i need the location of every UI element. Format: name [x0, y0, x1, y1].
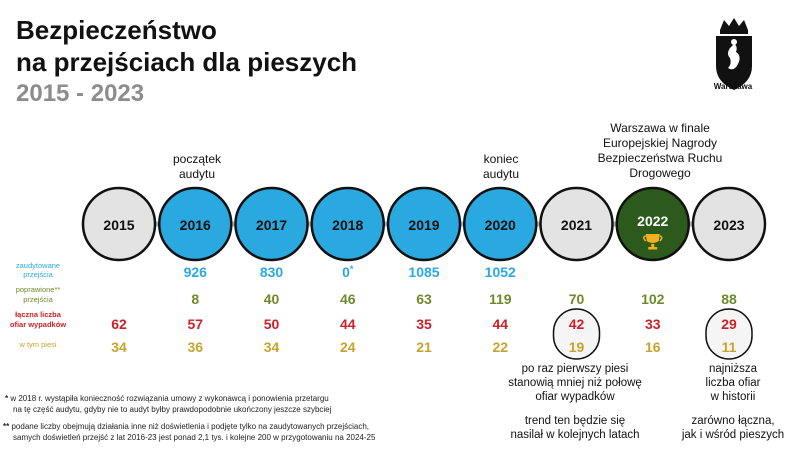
value-w-tym-piesi-2022: 16	[645, 339, 661, 355]
value-laczna-liczba-ofiar-wypadkow-2015: 62	[111, 316, 127, 332]
value-laczna-liczba-ofiar-wypadkow-2019: 35	[416, 316, 432, 332]
year-circle-2023	[691, 186, 767, 262]
annotation-2023-line-5: jak i wśród pieszych	[681, 429, 785, 441]
year-label-2017: 2017	[256, 217, 287, 233]
value-laczna-liczba-ofiar-wypadkow-2023: 29	[721, 316, 737, 332]
footnote-2-line-2: samych doświetleń przejść z lat 2016-23 …	[13, 432, 376, 442]
row-label-w-tym-piesi-0: w tym piesi	[18, 340, 56, 349]
year-label-2022: 2022	[637, 213, 668, 229]
footnote-2: ** podane liczby obejmują działania inne…	[3, 422, 375, 443]
footnote-1-line-2: na tę część audytu, gdyby nie to audyt b…	[13, 404, 332, 414]
year-circle-2019	[386, 186, 462, 262]
value-poprawione-przejscia-2018: 46	[340, 291, 356, 307]
annotation-2023: najniższa liczba ofiar w historii zarówn…	[670, 362, 796, 442]
year-circle-2016	[158, 186, 233, 262]
annotation-2021-line-4: trend ten będzie się	[524, 415, 626, 427]
logo-label: Warszawa	[713, 82, 753, 91]
value-poprawione-przejscia-2019: 63	[416, 291, 432, 307]
title-line-2: na przejściach dla pieszych	[16, 47, 358, 77]
annotation-2023-line-3: w historii	[710, 391, 756, 403]
value-poprawione-przejscia-2017: 40	[264, 291, 280, 307]
annotation-2021-line-3: ofiar wypadków	[535, 391, 615, 403]
value-poprawione-przejscia-2022: 102	[641, 291, 665, 307]
year-label-2023: 2023	[713, 217, 744, 233]
trophy-icon	[643, 234, 663, 250]
value-w-tym-piesi-2021: 19	[569, 339, 585, 355]
value-zaudytowane-przejscia-2017: 830	[260, 264, 284, 280]
note-finale: Warszawa w finale Europejskiej Nagrody B…	[597, 121, 723, 180]
value-zaudytowane-przejscia-2019: 1085	[408, 264, 439, 280]
row-label-poprawione-przejscia-1: przejścia	[23, 295, 53, 304]
year-circle-2020	[463, 186, 538, 262]
value-laczna-liczba-ofiar-wypadkow-2022: 33	[645, 316, 661, 332]
note-audit-end: koniec audytu	[482, 152, 520, 181]
value-laczna-liczba-ofiar-wypadkow-2017: 50	[264, 316, 280, 332]
row-label-laczna-liczba-ofiar-wypadkow-0: łączna liczba	[15, 310, 62, 319]
warsaw-mermaid-crest-icon	[716, 18, 752, 90]
value-w-tym-piesi-2018: 24	[340, 339, 356, 355]
year-circle-2022	[615, 186, 690, 262]
year-label-2016: 2016	[180, 217, 211, 233]
page-subtitle: 2015 - 2023	[16, 80, 145, 107]
page-title: Bezpieczeństwo na przejściach dla pieszy…	[16, 14, 357, 78]
value-zaudytowane-przejscia-2020: 1052	[485, 264, 516, 280]
value-zaudytowane-przejscia-2018: 0*	[342, 264, 354, 280]
footnote-2-line-1: podane liczby obejmują działania inne ni…	[11, 422, 370, 431]
row-label-zaudytowane-przejscia-0: zaudytowane	[16, 261, 60, 270]
value-laczna-liczba-ofiar-wypadkow-2018: 44	[340, 316, 356, 332]
value-laczna-liczba-ofiar-wypadkow-2021: 42	[569, 316, 585, 332]
value-w-tym-piesi-2017: 34	[264, 339, 280, 355]
year-label-2021: 2021	[561, 217, 592, 233]
row-label-zaudytowane-przejscia-1: przejścia	[23, 270, 53, 279]
value-laczna-liczba-ofiar-wypadkow-2020: 44	[492, 316, 508, 332]
value-w-tym-piesi-2019: 21	[416, 339, 432, 355]
annotation-2021-line-2: stanowią mniej niż połowę	[508, 377, 642, 389]
footnote-1-mark: *	[5, 394, 9, 403]
value-w-tym-piesi-2016: 36	[187, 339, 203, 355]
value-w-tym-piesi-2015: 34	[111, 339, 127, 355]
year-label-2020: 2020	[485, 217, 516, 233]
year-circle-2018	[310, 186, 385, 262]
year-circle-2015	[81, 186, 157, 262]
year-label-2019: 2019	[408, 217, 439, 233]
footnote-2-mark: **	[3, 422, 10, 431]
year-circle-2021	[539, 186, 614, 262]
data-values: 926 830 0* 1085 1052 8 40 46 63 119 70 102 88 62 57 50 4…	[111, 264, 753, 360]
value-w-tym-piesi-2023: 11	[722, 339, 737, 355]
value-zaudytowane-przejscia-2016: 926	[184, 264, 208, 280]
highlight-2023	[705, 308, 753, 360]
footnote-1: * w 2018 r. wystąpiła konieczność rozwią…	[5, 394, 331, 415]
row-label-laczna-liczba-ofiar-wypadkow-1: ofiar wypadków	[10, 320, 66, 329]
value-w-tym-piesi-2020: 22	[492, 339, 508, 355]
value-poprawione-przejscia-2021: 70	[569, 291, 585, 307]
value-poprawione-przejscia-2023: 88	[721, 291, 737, 307]
annotation-2023-line-1: najniższa	[709, 363, 757, 375]
annotation-2021-line-5: nasilał w kolejnych latach	[510, 429, 640, 441]
footnote-1-line-1: w 2018 r. wystąpiła konieczność rozwiąza…	[10, 394, 329, 403]
year-circles: 2015 2016 2017 2018 2019 2020 2021 2022 2023	[81, 186, 767, 262]
highlight-2021	[552, 308, 601, 360]
value-poprawione-przejscia-2016: 8	[191, 291, 199, 307]
annotation-2021-line-1: po raz pierwszy piesi	[521, 363, 629, 375]
annotation-2023-line-2: liczba ofiar	[705, 377, 761, 389]
value-poprawione-przejscia-2020: 119	[489, 291, 512, 307]
annotation-2021: po raz pierwszy piesi stanowią mniej niż…	[490, 362, 660, 442]
year-label-2018: 2018	[332, 217, 363, 233]
year-label-2015: 2015	[103, 217, 134, 233]
note-audit-start: początek audytu	[172, 152, 222, 181]
title-line-1: Bezpieczeństwo	[16, 15, 217, 45]
annotation-2023-line-4: zarówno łączna,	[691, 415, 775, 427]
value-laczna-liczba-ofiar-wypadkow-2016: 57	[187, 316, 203, 332]
year-circle-2017	[234, 186, 309, 262]
row-labels: zaudytowaneprzejściapoprawione**przejści…	[10, 261, 66, 349]
row-label-poprawione-przejscia-0: poprawione**	[16, 285, 61, 294]
